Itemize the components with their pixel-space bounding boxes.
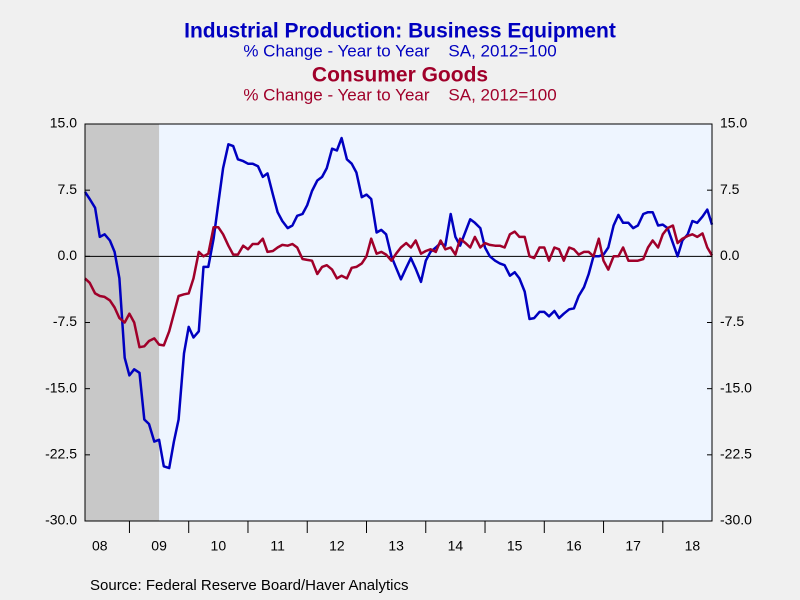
plot-area (85, 124, 712, 521)
x-tick-label: 14 (448, 538, 464, 554)
chart-title-2: Consumer Goods (312, 64, 488, 87)
y-tick-label: 0.0 (58, 247, 78, 263)
y-tick-label: -15.0 (45, 379, 77, 395)
y-tick-label: -30.0 (45, 512, 77, 528)
series-line (84, 224, 714, 349)
y2-tick-label: -7.5 (720, 313, 744, 329)
y-tick-label: 7.5 (58, 181, 78, 197)
chart-subtitle: % Change - Year to Year SA, 2012=100 (243, 41, 556, 60)
y2-tick-label: -22.5 (720, 446, 752, 462)
plot-frame (84, 123, 713, 522)
x-tick-label: 11 (270, 538, 285, 554)
y-tick-label: -22.5 (45, 446, 77, 462)
x-tick-label: 09 (151, 538, 167, 554)
y-tick-label: -7.5 (53, 313, 77, 329)
x-tick-label: 17 (625, 538, 641, 554)
x-tick-label: 13 (388, 538, 404, 554)
y2-tick-label: 0.0 (720, 247, 740, 263)
y-tick-label: 15.0 (50, 115, 77, 131)
y2-tick-label: -15.0 (720, 379, 752, 395)
x-tick-label: 10 (211, 538, 227, 554)
x-tick-label: 12 (329, 538, 345, 554)
x-tick-label: 16 (566, 538, 582, 554)
x-tick-label: 15 (507, 538, 523, 554)
x-tick-label: 18 (685, 538, 701, 554)
y2-tick-label: 15.0 (720, 115, 747, 131)
series-line (83, 136, 714, 470)
x-tick-label: 08 (92, 538, 108, 554)
source: Source: Federal Reserve Board/Haver Anal… (90, 577, 408, 594)
y2-tick-label: 7.5 (720, 181, 740, 197)
y2-tick-label: -30.0 (720, 512, 752, 528)
chart-subtitle-2: % Change - Year to Year SA, 2012=100 (243, 85, 556, 104)
chart-title: Industrial Production: Business Equipmen… (184, 20, 616, 43)
